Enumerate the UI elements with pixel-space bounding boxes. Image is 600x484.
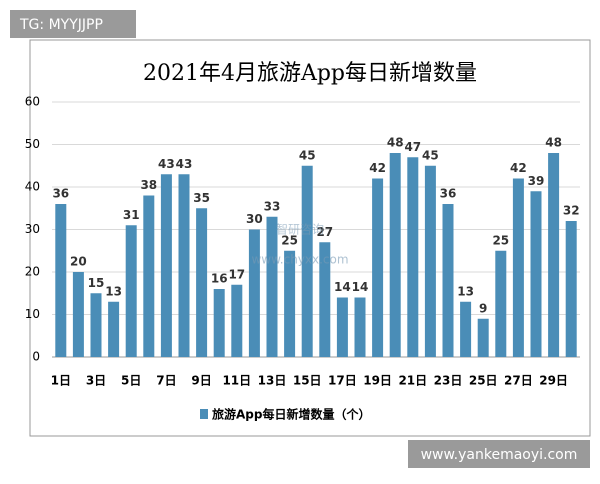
data-label: 31	[123, 208, 140, 222]
data-label: 27	[316, 225, 333, 239]
bar	[125, 225, 137, 357]
x-tick-label: 15日	[293, 374, 322, 388]
bar	[548, 153, 560, 357]
bar	[372, 178, 384, 357]
data-label: 48	[387, 136, 404, 150]
bar	[530, 191, 542, 357]
bar	[460, 301, 472, 357]
bar	[389, 153, 401, 357]
data-label: 43	[158, 157, 175, 171]
data-label: 13	[457, 284, 474, 298]
bar	[196, 208, 208, 357]
legend-swatch	[200, 409, 208, 419]
y-tick-label: 10	[25, 307, 40, 321]
x-tick-label: 7日	[156, 374, 176, 388]
site-text: www.yankemaoyi.com	[421, 447, 578, 463]
y-tick-label: 0	[32, 350, 40, 364]
x-tick-label: 27日	[504, 374, 533, 388]
data-label: 45	[422, 148, 439, 162]
bar	[477, 318, 489, 357]
bar	[407, 157, 419, 357]
tag-text: TG: MYYJJPP	[19, 17, 103, 33]
data-label: 33	[264, 199, 281, 213]
y-tick-label: 30	[25, 222, 40, 236]
bar	[442, 204, 454, 357]
bar	[424, 165, 436, 357]
data-label: 43	[176, 157, 193, 171]
bar	[248, 229, 260, 357]
bar	[354, 297, 366, 357]
bar	[231, 284, 243, 357]
bar	[108, 301, 120, 357]
data-label: 42	[369, 161, 386, 175]
bar	[213, 289, 225, 357]
data-label: 14	[334, 280, 351, 294]
watermark: 智研咨询	[276, 222, 324, 237]
x-tick-label: 29日	[539, 374, 568, 388]
data-label: 25	[281, 233, 298, 247]
data-label: 36	[52, 187, 69, 201]
data-label: 13	[105, 284, 122, 298]
bar	[319, 242, 331, 357]
data-label: 20	[70, 255, 87, 269]
bar	[512, 178, 524, 357]
data-label: 9	[479, 301, 487, 315]
data-label: 25	[492, 233, 509, 247]
bar	[160, 174, 172, 357]
y-tick-label: 40	[25, 180, 40, 194]
bar	[266, 216, 278, 357]
x-tick-label: 9日	[191, 374, 211, 388]
data-label: 30	[246, 212, 263, 226]
bar	[301, 165, 313, 357]
x-tick-label: 23日	[434, 374, 463, 388]
x-tick-label: 25日	[469, 374, 498, 388]
x-tick-label: 17日	[328, 374, 357, 388]
bar	[143, 195, 155, 357]
tag-box	[10, 10, 136, 38]
bar	[55, 204, 67, 357]
data-label: 48	[545, 136, 562, 150]
data-label: 39	[528, 174, 545, 188]
data-label: 45	[299, 148, 316, 162]
x-tick-label: 5日	[121, 374, 141, 388]
watermark-url: www.chyxx.com	[251, 253, 348, 267]
y-tick-label: 50	[25, 137, 40, 151]
bar	[336, 297, 348, 357]
x-tick-label: 21日	[398, 374, 427, 388]
y-tick-label: 20	[25, 265, 40, 279]
bar	[495, 250, 507, 357]
y-tick-label: 60	[25, 95, 40, 109]
site-box	[408, 440, 590, 468]
x-tick-label: 19日	[363, 374, 392, 388]
x-tick-label: 13日	[258, 374, 287, 388]
data-label: 17	[228, 267, 245, 281]
x-tick-label: 11日	[222, 374, 251, 388]
data-label: 14	[352, 280, 369, 294]
chart-title: 2021年4月旅游App每日新增数量	[143, 61, 477, 86]
bar	[178, 174, 190, 357]
x-tick-label: 1日	[51, 374, 71, 388]
data-label: 36	[440, 187, 457, 201]
data-label: 38	[140, 178, 157, 192]
x-tick-label: 3日	[86, 374, 106, 388]
legend-label: 旅游App每日新增数量（个）	[212, 407, 370, 422]
data-label: 16	[211, 272, 228, 286]
bar	[90, 293, 102, 357]
bar	[284, 250, 296, 357]
data-label: 35	[193, 191, 210, 205]
data-label: 47	[404, 140, 421, 154]
data-label: 32	[563, 204, 580, 218]
data-label: 15	[88, 276, 105, 290]
data-label: 42	[510, 161, 527, 175]
bar	[565, 221, 577, 357]
bar	[72, 272, 84, 357]
